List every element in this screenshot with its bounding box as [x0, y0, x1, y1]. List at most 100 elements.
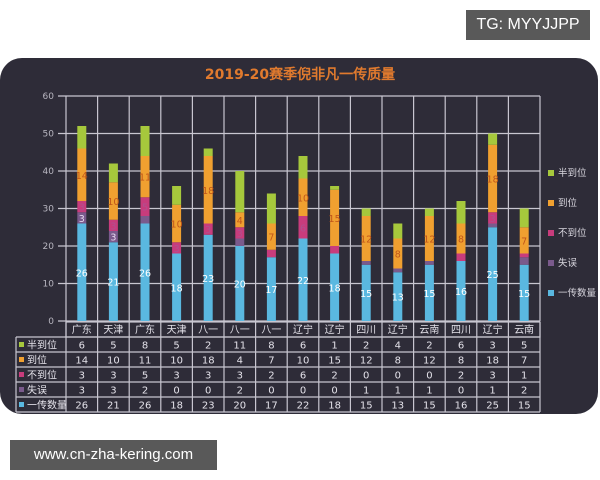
bar-value-label: 26 [139, 268, 151, 279]
table-cell: 5 [110, 341, 116, 352]
legend-label: 半到位 [558, 167, 587, 179]
bar-segment [424, 264, 434, 321]
bar-value-label: 26 [76, 268, 88, 279]
y-tick-label: 50 [43, 130, 55, 140]
table-cell: 8 [142, 341, 148, 352]
bar-segment [235, 227, 245, 239]
bar-value-label: 16 [455, 287, 467, 298]
table-cell: 15 [423, 401, 436, 412]
bar-segment [488, 212, 498, 224]
table-cell: 5 [173, 341, 179, 352]
bar-segment [519, 227, 529, 254]
table-cell: 15 [328, 356, 341, 367]
bar-value-label: 15 [360, 289, 372, 300]
table-cell: 1 [395, 386, 401, 397]
bar-segment [298, 238, 308, 321]
table-cell: 26 [139, 401, 152, 412]
bar-value-label: 18 [171, 283, 183, 294]
table-cell: 8 [458, 356, 464, 367]
x-category-label: 天津 [167, 324, 187, 336]
table-cell: 22 [297, 401, 310, 412]
bar-value-label: 7 [521, 236, 527, 247]
bar-value-label: 3 [110, 221, 116, 232]
bar-segment [266, 249, 276, 258]
table-cell: 3 [110, 386, 116, 397]
table-row-swatch [19, 372, 24, 377]
watermark-bottom: www.cn-zha-kering.com [10, 440, 217, 470]
table-cell: 23 [202, 401, 215, 412]
legend-label: 到位 [558, 197, 578, 209]
bar-value-label: 6 [300, 223, 306, 234]
bar-segment [488, 133, 498, 145]
bar-segment [266, 257, 276, 321]
y-tick-label: 60 [43, 92, 55, 102]
bar-segment [330, 186, 340, 190]
bar-value-label: 3 [79, 214, 85, 225]
table-cell: 2 [521, 386, 527, 397]
bar-segment [235, 212, 245, 228]
bar-segment [330, 253, 340, 321]
bar-segment [140, 126, 150, 156]
x-category-label: 辽宁 [293, 323, 313, 336]
y-tick-label: 30 [43, 205, 55, 215]
table-cell: 2 [268, 371, 274, 382]
bar-segment [235, 246, 245, 321]
table-row-label: 不到位 [27, 369, 57, 382]
bar-segment [77, 212, 87, 224]
bar-segment [266, 223, 276, 250]
bar-value-label: 15 [329, 214, 341, 225]
bar-value-label: 10 [107, 197, 119, 208]
x-category-label: 四川 [451, 325, 471, 336]
table-cell: 3 [205, 371, 211, 382]
bar-value-label: 18 [329, 283, 341, 294]
table-cell: 0 [426, 371, 432, 382]
table-cell: 18 [170, 401, 183, 412]
table-cell: 10 [297, 356, 310, 367]
table-cell: 2 [237, 386, 243, 397]
bar-segment [140, 197, 150, 216]
bar-segment [361, 216, 371, 261]
table-cell: 18 [328, 401, 341, 412]
table-row-label: 一传数量 [27, 399, 67, 412]
table-cell: 18 [202, 356, 215, 367]
table-cell: 4 [237, 356, 243, 367]
bar-segment [140, 223, 150, 321]
bar-value-label: 3 [79, 203, 85, 214]
table-cell: 1 [426, 386, 432, 397]
bar-segment [393, 223, 403, 239]
table-cell: 5 [142, 371, 148, 382]
bar-segment [330, 189, 340, 246]
bar-segment [393, 272, 403, 321]
legend-swatch [548, 260, 554, 266]
table-cell: 10 [170, 356, 183, 367]
bar-segment [235, 171, 245, 213]
table-cell: 6 [458, 341, 464, 352]
x-category-label: 八一 [261, 325, 281, 336]
bar-value-label: 21 [107, 278, 119, 289]
table-row-swatch [19, 357, 24, 362]
table-cell: 2 [205, 341, 211, 352]
table-row-label: 半到位 [27, 339, 57, 352]
bar-segment [108, 219, 118, 231]
table-cell: 17 [265, 401, 278, 412]
bar-segment [172, 253, 182, 321]
bar-value-label: 3 [205, 225, 211, 236]
table-cell: 3 [79, 386, 85, 397]
bar-segment [77, 201, 87, 213]
watermark-top: TG: MYYJJPP [466, 10, 590, 40]
stacked-bar-chart: 0102030405060263314213310265111831023318… [15, 92, 597, 413]
bar-value-label: 14 [76, 171, 88, 182]
x-category-label: 八一 [230, 325, 250, 336]
table-row-label: 失误 [27, 384, 47, 397]
x-category-label: 辽宁 [483, 323, 503, 336]
table-cell: 8 [268, 341, 274, 352]
bar-segment [424, 208, 434, 216]
bar-value-label: 18 [202, 186, 214, 197]
x-category-label: 四川 [356, 325, 376, 336]
table-cell: 3 [173, 371, 179, 382]
table-cell: 18 [486, 356, 499, 367]
legend-swatch [548, 170, 554, 176]
table-cell: 4 [395, 341, 401, 352]
bar-value-label: 7 [268, 233, 274, 244]
table-cell: 7 [521, 356, 527, 367]
